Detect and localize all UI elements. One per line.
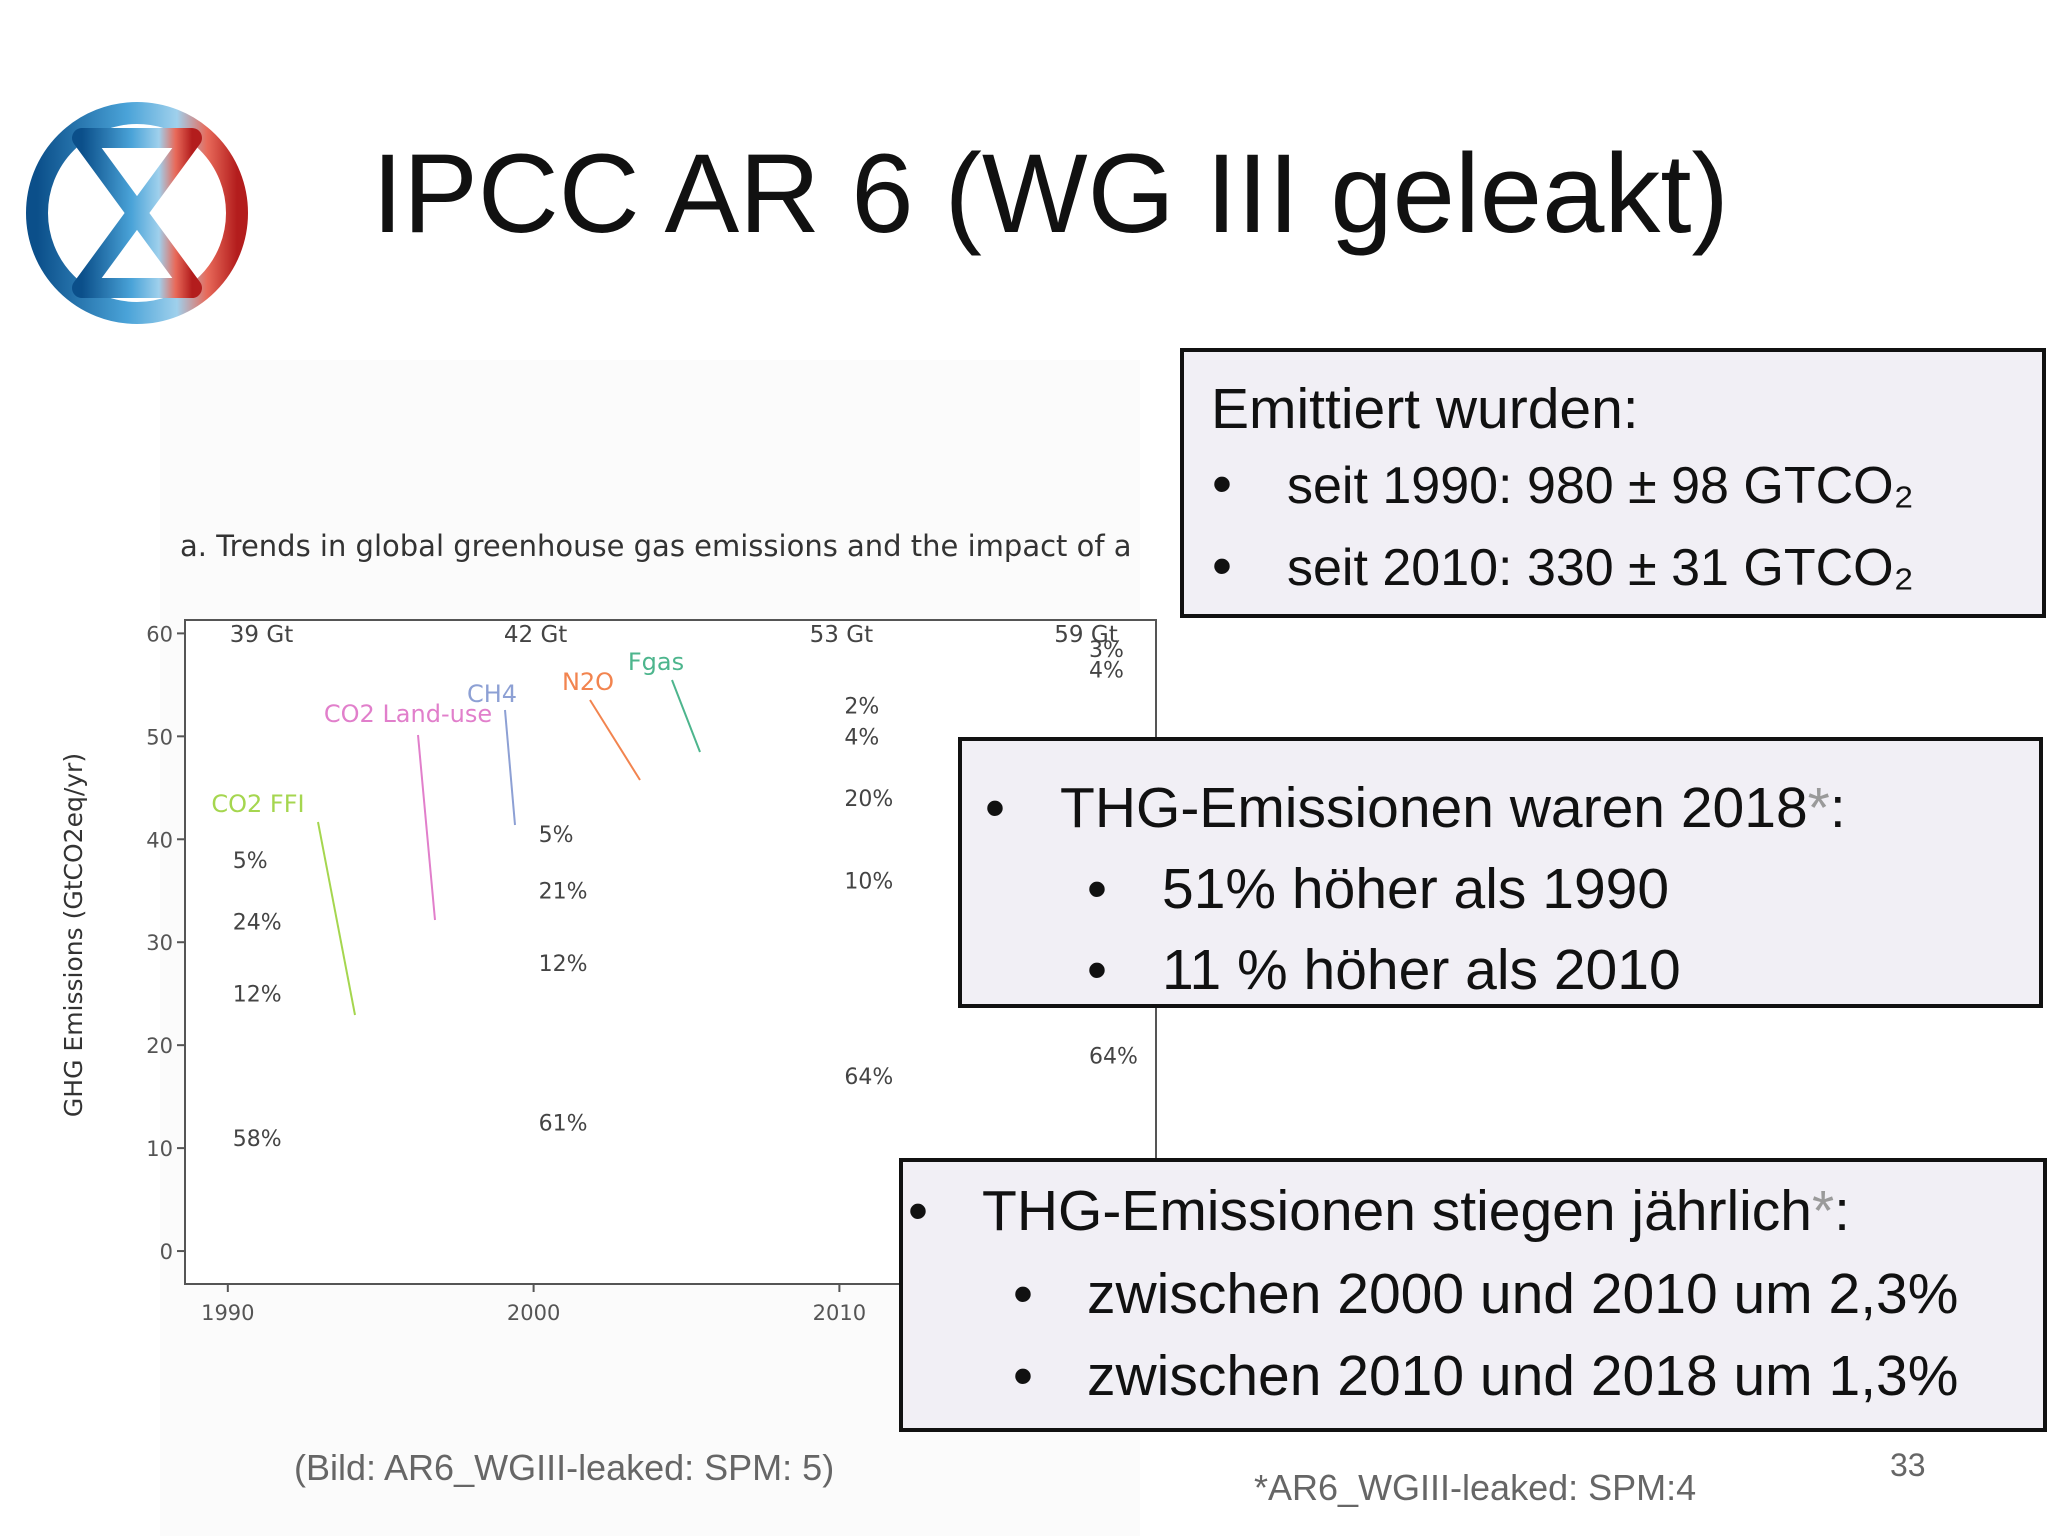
bullet-text: zwischen 2010 und 2018 um 1,3% <box>1087 1344 1958 1408</box>
y-tick-label: 20 <box>146 1034 173 1058</box>
series-label: CH4 <box>467 680 517 708</box>
share-label: 24% <box>233 911 282 936</box>
bullet: • <box>985 776 1005 840</box>
bullet: • <box>1212 534 1232 598</box>
bullet: • <box>1013 1262 1033 1326</box>
y-tick-label: 10 <box>146 1137 173 1161</box>
box-heading: Emittiert wurden: <box>1211 377 1639 441</box>
box-emitted: Emittiert wurden: • seit 1990: 980 ± 98 … <box>1180 348 2046 618</box>
text-box <box>958 737 2043 1008</box>
box-annual: • THG-Emissionen stiegen jährlich*: • zw… <box>899 1158 2047 1432</box>
share-label: 64% <box>844 1065 893 1090</box>
share-label: 12% <box>233 983 282 1008</box>
y-tick-label: 50 <box>146 725 173 749</box>
y-tick-label: 0 <box>160 1240 173 1264</box>
bullet: • <box>1013 1344 1033 1408</box>
page-number: 33 <box>1890 1447 1926 1483</box>
bullet-text: seit 1990: 980 ± 98 GTCO₂ <box>1287 457 1914 515</box>
x-tick-label: 1990 <box>201 1301 254 1325</box>
footnote-mark: * <box>1808 776 1830 840</box>
total-label: 42 Gt <box>504 622 567 648</box>
y-tick-label: 40 <box>146 828 173 852</box>
y-axis-label: GHG Emissions (GtCO2eq/yr) <box>59 753 88 1117</box>
bullet: • <box>908 1179 928 1243</box>
slide-title: IPCC AR 6 (WG III geleakt) <box>372 131 1729 256</box>
bullet-text: 11 % höher als 2010 <box>1162 938 1681 1002</box>
text-box <box>899 1158 2047 1432</box>
series-label: CO2 FFI <box>211 790 304 818</box>
share-label: 64% <box>1089 1044 1138 1069</box>
share-label: 4% <box>844 725 879 750</box>
bullet: • <box>1087 938 1107 1002</box>
x-tick-label: 2000 <box>507 1301 560 1325</box>
leader-line <box>589 699 641 781</box>
logo <box>26 102 248 324</box>
share-label: 12% <box>539 952 588 977</box>
total-label: 59 Gt <box>1054 622 1117 648</box>
y-tick-label: 30 <box>146 931 173 955</box>
share-label: 58% <box>233 1127 282 1152</box>
total-label: 53 Gt <box>810 622 873 648</box>
share-label: 61% <box>539 1111 588 1136</box>
share-label: 3% <box>1089 638 1124 663</box>
footnote-mark: * <box>1812 1179 1834 1243</box>
bullet-text: seit 2010: 330 ± 31 GTCO₂ <box>1287 539 1914 597</box>
x-tick-label: 2010 <box>813 1301 866 1325</box>
bullet: • <box>1212 452 1232 516</box>
share-label: 21% <box>539 880 588 905</box>
leader-line <box>317 821 356 1016</box>
footnote: *AR6_WGIII-leaked: SPM:4 <box>1254 1467 1696 1508</box>
leader-line <box>417 734 436 921</box>
share-label: 20% <box>844 787 893 812</box>
text-box <box>1180 348 2046 618</box>
total-label: 39 Gt <box>230 622 293 648</box>
chart-title: a. Trends in global greenhouse gas emiss… <box>180 529 1132 563</box>
heading-suffix: : <box>1834 1179 1850 1243</box>
share-label: 2% <box>844 694 879 719</box>
bullet-text: 51% höher als 1990 <box>1162 857 1669 921</box>
share-label: 10% <box>844 869 893 894</box>
y-tick-label: 60 <box>146 622 173 646</box>
leader-line <box>671 679 701 753</box>
heading-suffix: : <box>1830 776 1846 840</box>
bullet: • <box>1087 857 1107 921</box>
series-label: N2O <box>562 668 614 696</box>
box-2018: • THG-Emissionen waren 2018*: • 51% höhe… <box>958 737 2043 1008</box>
image-source: (Bild: AR6_WGIII-leaked: SPM: 5) <box>294 1447 834 1488</box>
share-label: 5% <box>233 849 268 874</box>
bullet-text: zwischen 2000 und 2010 um 2,3% <box>1087 1262 1958 1326</box>
heading-text: THG-Emissionen waren 2018 <box>1060 776 1808 840</box>
heading-text: THG-Emissionen stiegen jährlich <box>982 1179 1812 1243</box>
series-label: CO2 Land-use <box>324 700 492 728</box>
share-label: 5% <box>539 823 574 848</box>
series-label: Fgas <box>628 648 684 676</box>
share-label: 4% <box>1089 658 1124 683</box>
box-heading: THG-Emissionen stiegen jährlich*: <box>982 1179 1850 1243</box>
leader-line <box>504 709 516 826</box>
box-heading: THG-Emissionen waren 2018*: <box>1060 776 1846 840</box>
